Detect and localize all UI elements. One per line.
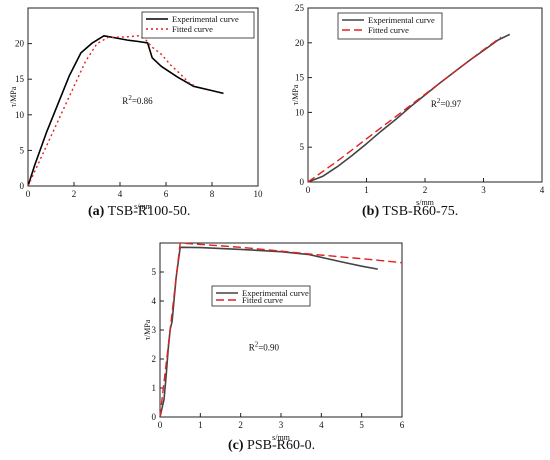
plot-frame: [27, 7, 259, 187]
x-tick-label: 4: [540, 185, 545, 195]
y-tick-label: 15: [15, 74, 25, 84]
y-tick-label: 0: [152, 412, 157, 422]
x-axis-label: s/mm: [272, 433, 291, 442]
y-tick-label: 0: [300, 177, 305, 187]
caption-b-letter: (b): [362, 204, 380, 219]
x-axis-label: s/mm: [134, 202, 153, 211]
caption-c: (c) PSB-R60-0.: [228, 438, 315, 454]
y-tick-label: 4: [152, 296, 157, 306]
y-tick-label: 10: [295, 107, 305, 117]
legend-entry: Fitted curve: [368, 25, 409, 35]
x-tick-label: 10: [254, 189, 264, 199]
series-line-fitted: [159, 242, 403, 418]
caption-a-text: TSB-R100-50.: [107, 204, 191, 219]
y-tick-label: 0: [20, 181, 25, 191]
x-tick-label: 5: [359, 420, 364, 430]
chart-panel-a: 0 2 4 6 8 10 0 5 10 15 20 s/mm τ/MPa Experimental cur…: [9, 7, 264, 211]
y-tick-label: 1: [152, 383, 157, 393]
x-tick-label: 3: [481, 185, 486, 195]
legend-entry: Experimental curve: [172, 14, 239, 24]
y-tick-label: 20: [15, 39, 25, 49]
legend-entry: Fitted curve: [242, 295, 283, 305]
legend-entry: Experimental curve: [242, 288, 309, 298]
x-tick-label: 1: [364, 185, 369, 195]
y-tick-label: 5: [152, 267, 157, 277]
x-tick-label: 1: [198, 420, 203, 430]
y-tick-label: 15: [295, 73, 305, 83]
caption-a: (a) TSB-R100-50.: [88, 204, 190, 220]
caption-b: (b) TSB-R60-75.: [362, 204, 458, 220]
x-tick-label: 2: [238, 420, 243, 430]
y-tick-label: 5: [20, 145, 25, 155]
x-tick-label: 0: [158, 420, 163, 430]
x-tick-label: 6: [400, 420, 405, 430]
legend-box: [211, 285, 311, 307]
y-axis-label: τ/MPa: [9, 86, 18, 107]
legend-box: [337, 12, 443, 40]
x-tick-label: 6: [164, 189, 169, 199]
x-tick-label: 0: [306, 185, 311, 195]
legend-box: [141, 11, 255, 39]
y-axis-label: τ/MPa: [291, 84, 300, 105]
legend-entry: Experimental curve: [368, 15, 435, 25]
x-tick-label: 3: [279, 420, 284, 430]
x-tick-label: 0: [26, 189, 31, 199]
series-line-experimental: [27, 35, 224, 187]
y-tick-label: 25: [295, 3, 305, 13]
r2-annotation: R2=0.90: [249, 340, 280, 352]
y-tick-label: 3: [152, 325, 157, 335]
x-tick-label: 2: [72, 189, 77, 199]
series-line-fitted: [307, 36, 502, 183]
y-tick-label: 5: [300, 142, 305, 152]
legend-entry: Fitted curve: [172, 24, 213, 34]
caption-b-text: TSB-R60-75.: [382, 204, 459, 219]
r2-annotation: R2=0.97: [431, 97, 462, 109]
x-axis-label: s/mm: [416, 198, 435, 207]
x-tick-label: 4: [118, 189, 123, 199]
chart-panel-c: 0 1 2 3 4 5 6 0 1 2 3 4 5 s/mm τ/MPa Experimental curve…: [143, 242, 405, 442]
y-tick-label: 2: [152, 354, 157, 364]
caption-a-letter: (a): [88, 204, 105, 219]
y-tick-label: 10: [15, 110, 25, 120]
y-tick-label: 20: [295, 38, 305, 48]
series-line-fitted: [27, 35, 194, 187]
caption-c-text: PSB-R60-0.: [247, 438, 316, 453]
plot-frame: [159, 242, 403, 418]
x-tick-label: 8: [210, 189, 215, 199]
x-tick-label: 2: [423, 185, 428, 195]
r2-annotation: R2=0.86: [122, 94, 153, 106]
caption-c-letter: (c): [228, 438, 244, 453]
y-axis-label: τ/MPa: [143, 319, 152, 340]
series-line-experimental: [159, 246, 378, 418]
x-tick-label: 4: [319, 420, 324, 430]
series-line-experimental: [307, 33, 511, 183]
chart-panel-b: 0 1 2 3 4 0 5 10 15 20 25 s/mm τ/MPa Experimental cur…: [291, 3, 545, 207]
